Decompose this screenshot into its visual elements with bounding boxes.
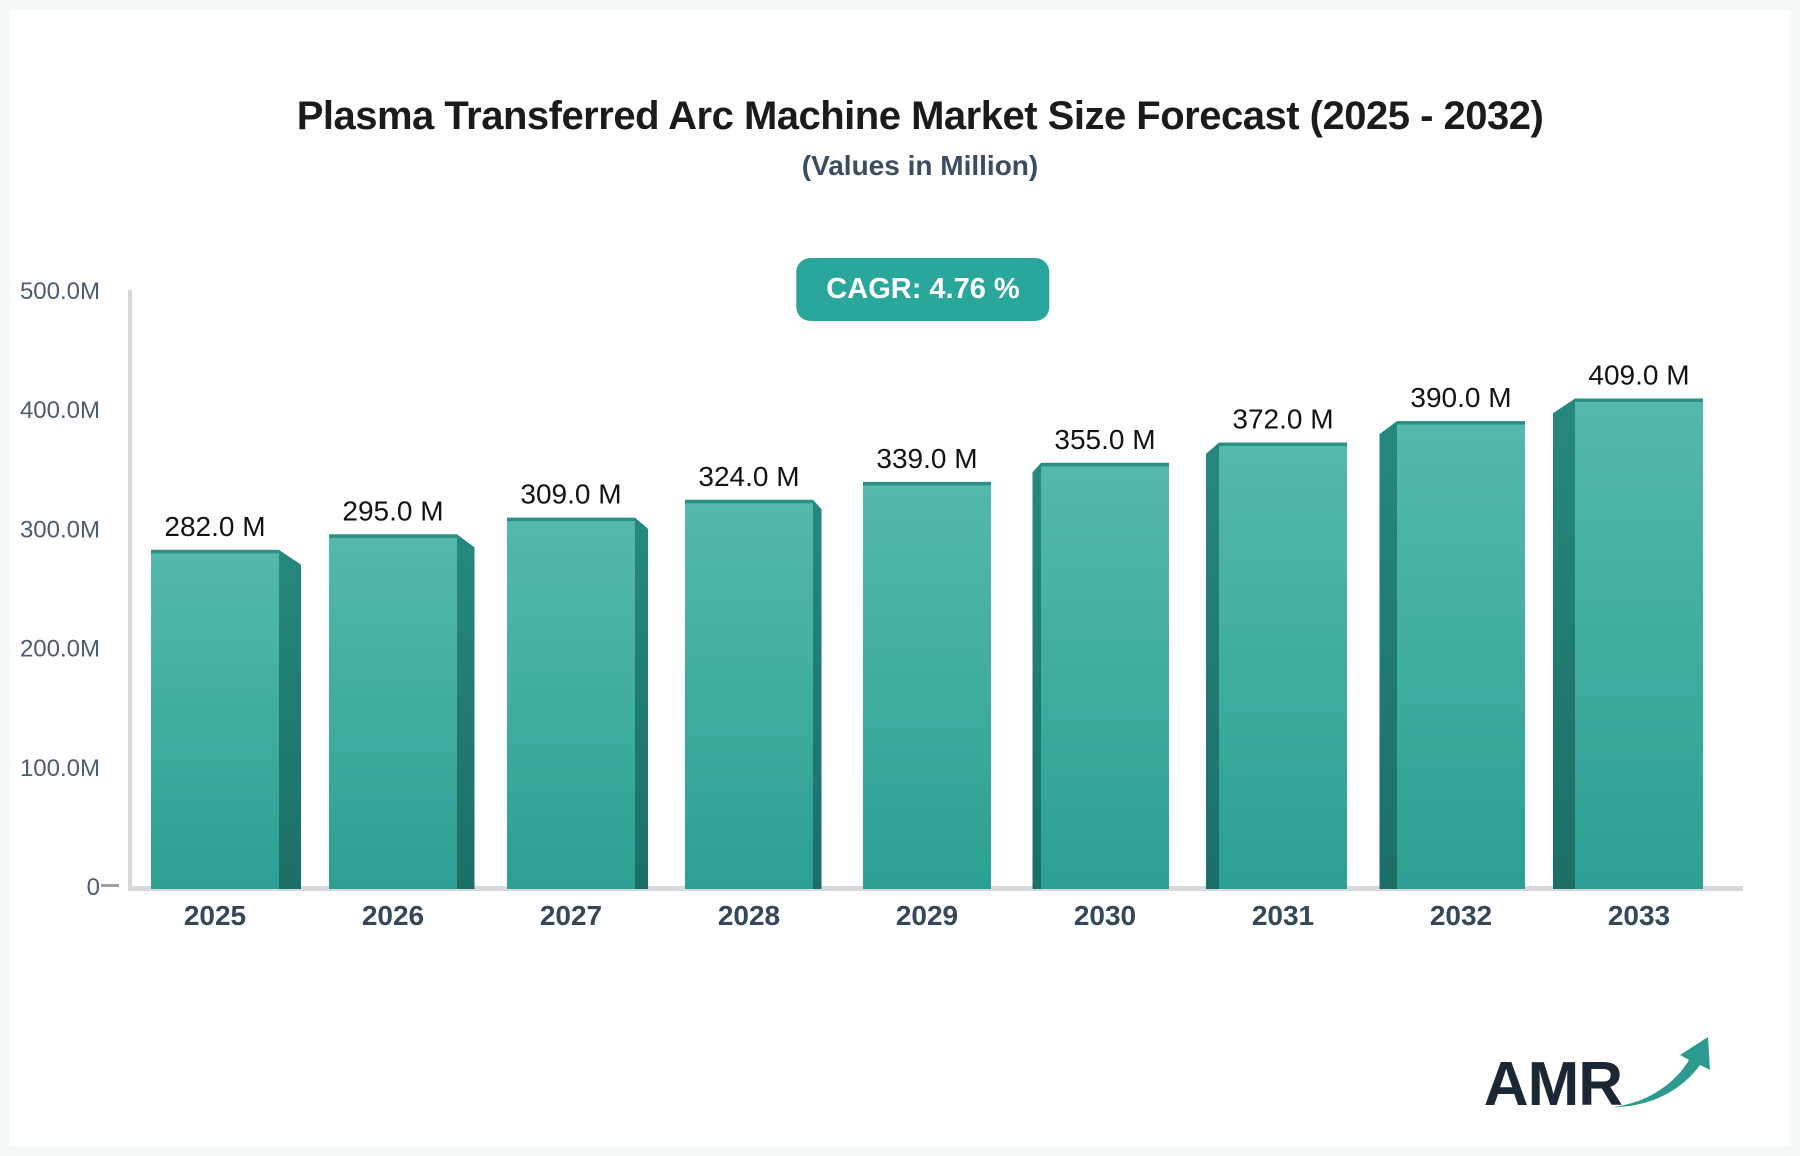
bar-value-label: 324.0 M [698, 461, 799, 492]
chart-title: Plasma Transferred Arc Machine Market Si… [296, 94, 1544, 138]
x-axis-label: 2029 [896, 900, 958, 931]
cagr-badge: CAGR: 4.76 % [796, 258, 1050, 321]
bar-value-label: 409.0 M [1588, 359, 1689, 390]
bar-2031 [1219, 442, 1347, 889]
x-axis-label: 2032 [1430, 900, 1492, 931]
bar-side-face [457, 534, 475, 889]
x-axis-label: 2028 [718, 900, 780, 931]
amr-logo: AMR [1484, 1032, 1714, 1116]
x-axis-label: 2033 [1608, 900, 1670, 931]
bar-side-face [1206, 442, 1219, 889]
bar-top-edge [1219, 442, 1347, 447]
bar-2033 [1575, 398, 1703, 889]
bar-top-edge [329, 534, 457, 538]
x-axis-label: 2026 [362, 900, 424, 931]
bar-top-edge [863, 481, 991, 486]
y-tick-label: 500.0M [20, 278, 100, 305]
bar-top-edge [507, 517, 635, 522]
bar-value-label: 339.0 M [876, 443, 977, 474]
bar-value-label: 390.0 M [1410, 382, 1511, 413]
y-axis-line [128, 290, 132, 890]
bar-value-label: 309.0 M [520, 479, 621, 510]
x-axis-label: 2030 [1074, 900, 1136, 931]
bar-2027 [507, 517, 635, 889]
bar-top-edge [1575, 398, 1703, 402]
bar-side-face [635, 517, 648, 889]
amr-logo-text: AMR [1483, 1050, 1623, 1119]
x-axis-label: 2027 [540, 900, 602, 931]
bar-top-edge [1397, 421, 1525, 425]
bar-side-face [1032, 462, 1041, 889]
x-axis-label: 2025 [184, 900, 246, 931]
zero-tick [101, 884, 119, 887]
bar-2026 [329, 534, 457, 889]
bar-value-label: 355.0 M [1054, 424, 1155, 455]
bar-top-edge [685, 499, 813, 504]
y-tick-label: 300.0M [20, 516, 100, 543]
bar-2029 [863, 481, 991, 889]
y-tick-label: 100.0M [20, 755, 100, 782]
x-axis-label: 2031 [1252, 900, 1314, 931]
bar-2028 [685, 499, 813, 889]
bar-side-face [1379, 421, 1397, 889]
bar-2030 [1041, 462, 1169, 889]
y-tick-label: 0 [87, 874, 100, 901]
bar-value-label: 372.0 M [1232, 404, 1333, 435]
bar-value-label: 282.0 M [164, 511, 265, 542]
bar-side-face [813, 499, 822, 889]
y-tick-label: 400.0M [20, 397, 100, 424]
bar-top-edge [1041, 462, 1169, 467]
bar-top-edge [151, 549, 279, 554]
bar-2025 [151, 549, 279, 889]
bar-side-face [1553, 398, 1575, 889]
growth-arrow-icon [1613, 1037, 1710, 1107]
y-tick-label: 200.0M [20, 636, 100, 663]
bar-value-label: 295.0 M [342, 495, 443, 526]
bar-2032 [1397, 421, 1525, 889]
chart-subtitle: (Values in Million) [801, 150, 1039, 181]
bar-side-face [279, 549, 301, 889]
